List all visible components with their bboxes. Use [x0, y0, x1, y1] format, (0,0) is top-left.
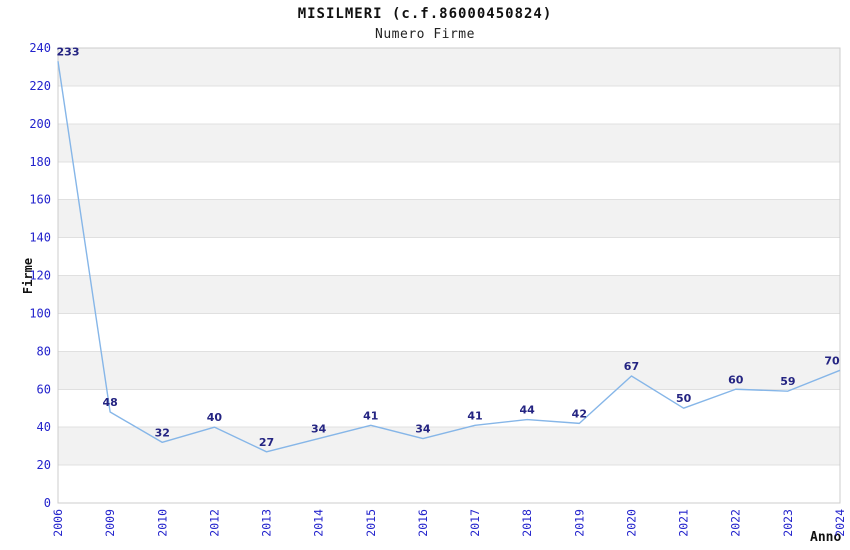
x-tick-label: 2014 [312, 509, 326, 537]
x-tick-label: 2017 [468, 509, 482, 537]
data-point-label: 48 [102, 396, 117, 409]
y-tick-label: 220 [29, 79, 51, 93]
x-tick-label: 2012 [207, 509, 221, 537]
x-tick-label: 2006 [51, 509, 65, 537]
grid-band [58, 123, 840, 162]
data-point-label: 67 [624, 360, 639, 373]
data-point-label: 40 [207, 411, 223, 424]
x-tick-label: 2016 [416, 509, 430, 537]
x-tick-label: 2015 [364, 509, 378, 537]
y-tick-label: 120 [29, 269, 51, 283]
chart-title: MISILMERI (c.f.86000450824) [297, 6, 553, 22]
grid-band [58, 199, 840, 238]
x-tick-label: 2018 [520, 509, 534, 537]
data-point-label: 34 [311, 423, 327, 436]
chart-subtitle: Numero Firme [375, 27, 475, 42]
grid-band [58, 48, 840, 86]
y-tick-label: 0 [44, 496, 51, 510]
data-point-label: 70 [824, 354, 840, 367]
y-tick-label: 240 [29, 41, 51, 55]
data-point-label: 41 [467, 409, 482, 422]
data-point-label: 44 [520, 404, 536, 417]
grid-band [58, 351, 840, 390]
x-tick-label: 2020 [624, 509, 638, 537]
y-tick-label: 40 [37, 420, 51, 434]
x-tick-label: 2019 [572, 509, 586, 537]
x-tick-label: 2009 [103, 509, 117, 537]
x-tick-label: 2023 [781, 509, 795, 537]
x-tick-label: 2010 [155, 509, 169, 537]
x-tick-label: 2013 [260, 509, 274, 537]
plot-border [57, 47, 841, 504]
grid-band [58, 275, 840, 314]
data-point-label: 34 [415, 423, 431, 436]
y-tick-label: 60 [37, 382, 51, 396]
grid-band [58, 427, 840, 466]
series-line [57, 61, 841, 453]
y-tick-label: 160 [29, 193, 51, 207]
y-tick-label: 200 [29, 117, 51, 131]
x-tick-label: 2024 [833, 509, 847, 537]
data-point-label: 50 [676, 392, 692, 405]
y-tick-label: 100 [29, 306, 51, 320]
data-point-label: 41 [363, 409, 378, 422]
data-point-label: 27 [259, 436, 274, 449]
x-tick-label: 2021 [677, 509, 691, 537]
y-tick-label: 20 [37, 458, 51, 472]
data-point-label: 59 [780, 375, 795, 388]
data-point-label: 32 [155, 426, 170, 439]
x-tick-label: 2022 [729, 509, 743, 537]
data-point-label: 42 [572, 407, 587, 420]
y-tick-label: 80 [37, 344, 51, 358]
y-tick-label: 140 [29, 231, 51, 245]
y-tick-label: 180 [29, 155, 51, 169]
x-axis-title: Anno [810, 530, 842, 545]
data-point-label: 233 [57, 45, 80, 58]
data-point-label: 60 [728, 373, 744, 386]
